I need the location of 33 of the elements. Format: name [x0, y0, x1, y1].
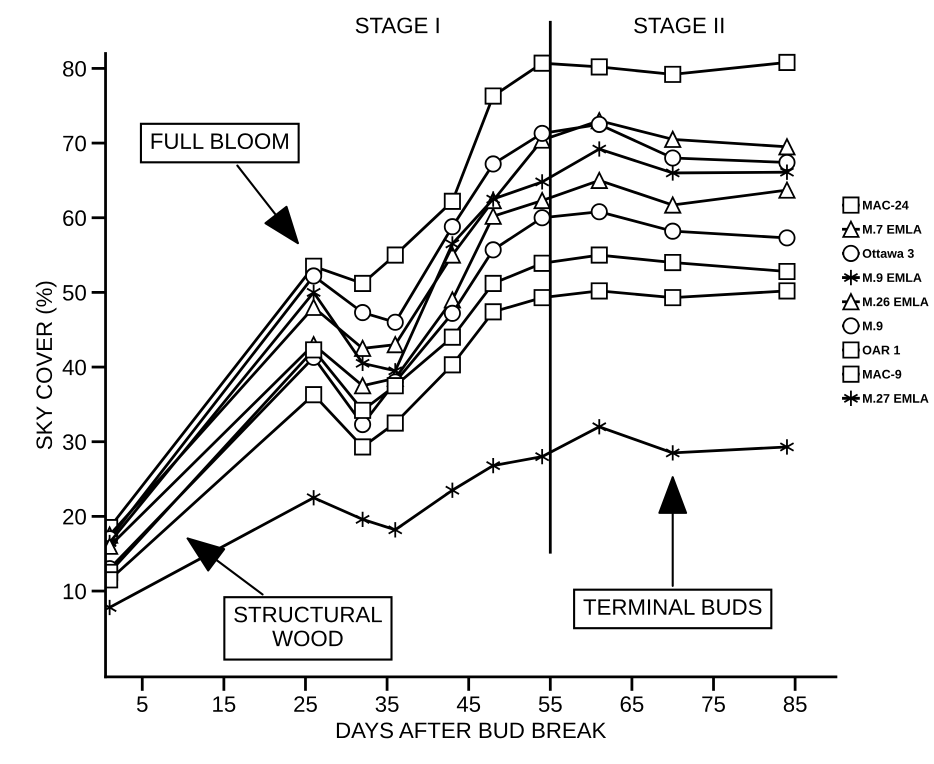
x-tick-label: 5 — [136, 696, 148, 712]
annotation: STRUCTURAL WOOD — [234, 606, 382, 646]
y-tick-label: 10 — [64, 584, 86, 600]
text: STAGE II — [634, 18, 724, 34]
legend-label: OAR 1 — [862, 346, 900, 355]
x-tick-label: 25 — [294, 696, 317, 712]
annotation: FULL BLOOM — [152, 133, 288, 150]
y-tick-label: 80 — [63, 60, 86, 77]
x-tick-label: 15 — [213, 696, 236, 712]
y-axis-title: SKY COVER (%) — [36, 282, 57, 450]
annotation: TERMINAL BUDS — [583, 599, 762, 615]
legend-label: M.27 EMLA — [863, 394, 929, 403]
legend-label: Ottawa 3 — [862, 249, 914, 258]
legend-label: M.26 EMLA — [863, 297, 929, 306]
x-tick-label: 55 — [538, 696, 562, 712]
x-tick-label: 65 — [620, 696, 644, 712]
y-tick-label: 60 — [63, 210, 86, 226]
legend-label: M.9 EMLA — [863, 273, 922, 282]
y-tick-label: 20 — [63, 508, 86, 525]
y-tick-label: 40 — [62, 360, 86, 376]
x-tick-label: 75 — [702, 696, 725, 712]
x-axis-title: DAYS AFTER BUD BREAK — [336, 722, 606, 738]
legend-label: M.7 EMLA — [863, 225, 922, 234]
x-tick-label: 85 — [784, 696, 807, 712]
legend-label: M.9 — [863, 322, 883, 330]
text: STAGE I — [356, 18, 439, 34]
y-tick-label: 30 — [62, 434, 86, 450]
legend-label: MAC-24 — [863, 200, 909, 210]
x-tick-label: 45 — [456, 696, 480, 712]
x-tick-label: 35 — [376, 696, 399, 712]
legend-label: MAC-9 — [863, 370, 902, 379]
y-tick-label: 70 — [63, 136, 86, 152]
y-tick-label: 50 — [62, 284, 86, 301]
